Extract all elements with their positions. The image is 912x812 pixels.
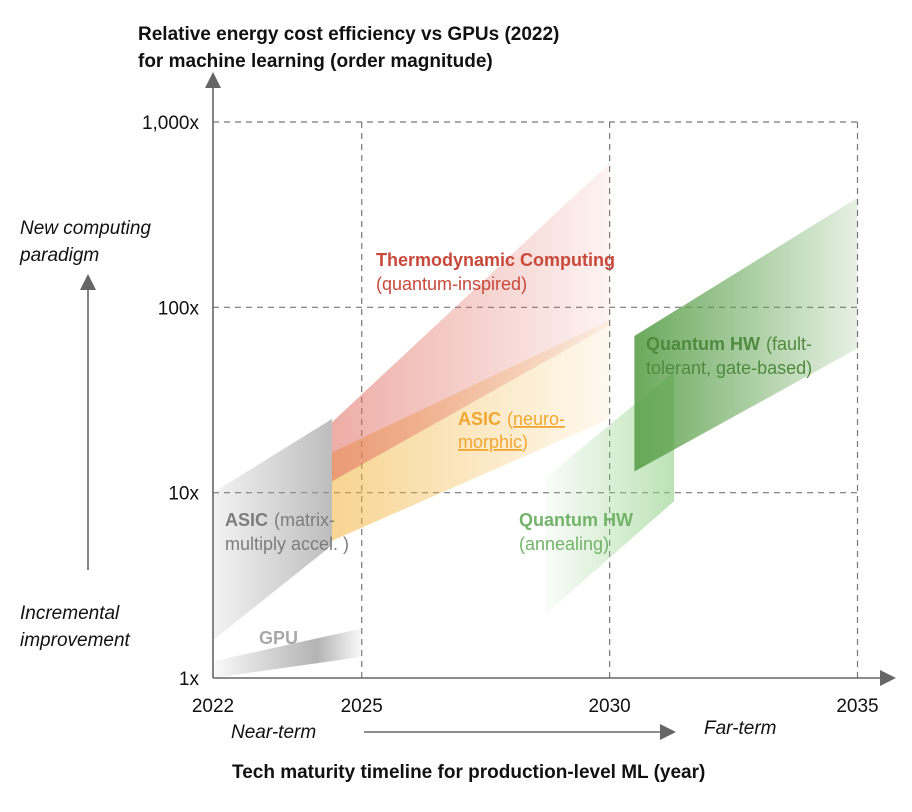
label-thermodynamic-subtitle: (quantum-inspired): [376, 274, 527, 294]
y-annotation-bottom-line-2: improvement: [20, 630, 131, 651]
band-asic_neuro: [332, 320, 610, 541]
x-tick-2030: 2030: [588, 696, 630, 717]
band-gpu: [213, 628, 362, 678]
y-tick-1000: 1,000x: [142, 113, 200, 134]
x-tick-2022: 2022: [192, 696, 234, 717]
x-annotation-right: Far-term: [704, 718, 776, 739]
axes: [205, 72, 896, 686]
label-thermodynamic: Thermodynamic Computing (quantum-inspire…: [376, 250, 615, 294]
label-quantum-annealing: Quantum HW (annealing): [519, 510, 633, 554]
label-quantum-annealing-title: Quantum HW: [519, 510, 633, 530]
band-asic_matrix: [213, 418, 332, 641]
x-tick-2035: 2035: [836, 696, 878, 717]
label-quantum-annealing-subtitle: (annealing): [519, 534, 609, 554]
y-annotation-top-line-1: New computing: [20, 218, 151, 239]
label-thermodynamic-title: Thermodynamic Computing: [376, 250, 615, 270]
label-asic-matrix-line-1: ASIC (matrix-: [225, 510, 335, 530]
tick-labels: 1x 10x 100x 1,000x 2022 2025 2030 2035: [142, 113, 879, 717]
x-annotation-left: Near-term: [231, 722, 316, 743]
label-asic-matrix-line-2: multiply accel. ): [225, 534, 349, 554]
label-quantum-fault-tolerant: Quantum HW (fault- tolerant, gate-based): [646, 334, 812, 378]
y-annotation-bottom-line-1: Incremental: [20, 603, 120, 624]
chart-title-line-2: for machine learning (order magnitude): [138, 51, 493, 72]
label-asic-neuro-line-1: ASIC (neuro-: [458, 409, 565, 429]
bands: [213, 163, 858, 678]
y-annotation-top-line-2: paradigm: [19, 245, 99, 266]
label-asic-matrix: ASIC (matrix- multiply accel. ): [225, 510, 349, 554]
chart-title-line-1: Relative energy cost efficiency vs GPUs …: [138, 24, 559, 45]
label-quantum-ft-line-2: tolerant, gate-based): [646, 358, 812, 378]
label-quantum-ft-line-1: Quantum HW (fault-: [646, 334, 812, 354]
band-thermodynamic: [332, 163, 610, 482]
label-gpu: GPU: [259, 628, 298, 648]
y-tick-10: 10x: [168, 484, 199, 505]
x-axis-label: Tech maturity timeline for production-le…: [232, 762, 705, 783]
label-asic-neuro: ASIC (neuro- morphic): [458, 409, 565, 452]
label-asic-neuro-line-2: morphic): [458, 432, 528, 452]
x-tick-2025: 2025: [341, 696, 383, 717]
y-tick-1: 1x: [179, 669, 200, 690]
band-quantum_fault_tolerant: [634, 197, 858, 472]
y-tick-100: 100x: [158, 298, 200, 319]
